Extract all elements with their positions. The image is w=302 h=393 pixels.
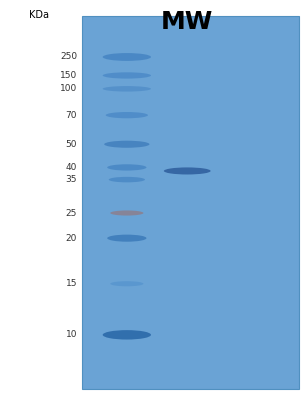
- Text: 25: 25: [66, 209, 77, 217]
- Text: 20: 20: [66, 234, 77, 242]
- Ellipse shape: [109, 177, 145, 182]
- Text: 40: 40: [66, 163, 77, 172]
- Text: 35: 35: [66, 175, 77, 184]
- Text: 70: 70: [66, 111, 77, 119]
- Text: 15: 15: [66, 279, 77, 288]
- Text: 50: 50: [66, 140, 77, 149]
- Ellipse shape: [103, 72, 151, 79]
- Ellipse shape: [103, 330, 151, 340]
- Text: 10: 10: [66, 331, 77, 339]
- Text: 250: 250: [60, 53, 77, 61]
- Ellipse shape: [110, 211, 143, 215]
- Ellipse shape: [110, 281, 143, 286]
- Ellipse shape: [164, 167, 211, 174]
- Ellipse shape: [107, 164, 146, 171]
- Ellipse shape: [103, 86, 151, 92]
- FancyBboxPatch shape: [82, 16, 299, 389]
- Ellipse shape: [106, 112, 148, 118]
- Text: 100: 100: [60, 84, 77, 93]
- Text: 150: 150: [60, 71, 77, 80]
- Text: KDa: KDa: [29, 10, 49, 20]
- Text: MW: MW: [161, 10, 214, 34]
- Ellipse shape: [107, 235, 146, 242]
- Ellipse shape: [104, 141, 149, 148]
- Ellipse shape: [103, 53, 151, 61]
